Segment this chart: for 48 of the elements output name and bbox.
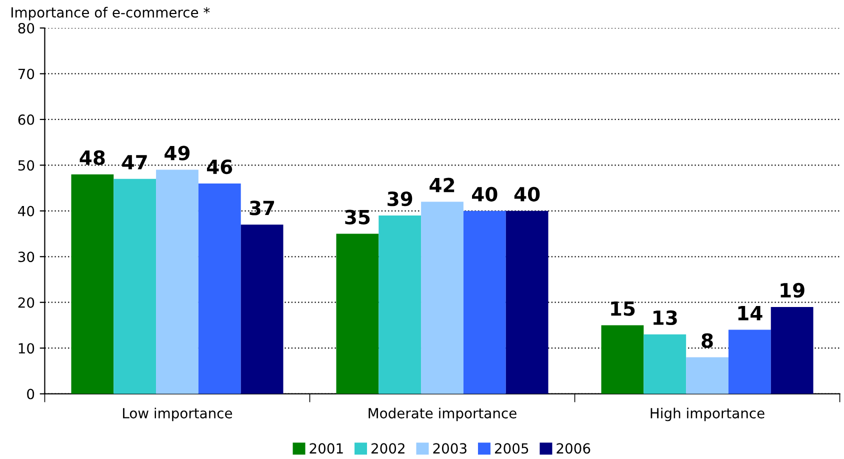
x-tick-label: Low importance: [123, 408, 232, 422]
bar: [378, 215, 422, 394]
data-label: 48: [80, 150, 105, 166]
bar: [71, 174, 114, 394]
legend-label: 2001: [310, 443, 343, 454]
x-tick-label: High importance: [650, 408, 764, 422]
legend-label: 2005: [494, 443, 528, 454]
y-axis-title: Importance of e-commerce *: [11, 6, 210, 20]
y-tick-label: 20: [18, 297, 34, 308]
bar: [644, 334, 686, 394]
y-tick-label: 0: [27, 388, 34, 400]
data-label: 19: [780, 282, 804, 298]
bar: [506, 210, 548, 394]
data-label: 42: [430, 178, 454, 192]
bar: [336, 234, 379, 394]
y-tick-label: 70: [18, 68, 34, 80]
data-label: 8: [702, 333, 713, 348]
bar: [114, 178, 156, 394]
bar: [421, 202, 464, 394]
data-label: 14: [738, 306, 762, 320]
x-tick-label: Moderate importance: [368, 408, 516, 422]
y-tick-label: 60: [18, 114, 34, 125]
data-label: 37: [250, 200, 274, 216]
legend-label: 2006: [556, 443, 590, 454]
bar: [198, 183, 241, 394]
data-label: 47: [122, 155, 147, 170]
bar: [156, 170, 198, 394]
legend-label: 2003: [433, 443, 466, 454]
bar: [601, 325, 644, 394]
bar: [728, 330, 771, 394]
y-tick-label: 40: [18, 206, 34, 216]
y-tick-label: 10: [18, 343, 34, 354]
data-label: 46: [206, 159, 232, 174]
data-label: 40: [514, 186, 540, 202]
data-label: 15: [611, 301, 635, 316]
data-label: 40: [472, 186, 498, 202]
bar: [463, 210, 506, 394]
bar: [240, 224, 284, 394]
data-label: 13: [654, 310, 677, 326]
data-label: 49: [164, 146, 190, 160]
bar: [686, 357, 728, 394]
legend-label: 2002: [372, 443, 404, 454]
data-label: 39: [388, 191, 412, 206]
bar: [770, 306, 814, 394]
y-tick-label: 80: [18, 22, 34, 34]
y-tick-label: 30: [18, 252, 34, 262]
y-tick-label: 50: [18, 160, 34, 171]
data-label: 35: [345, 210, 370, 224]
